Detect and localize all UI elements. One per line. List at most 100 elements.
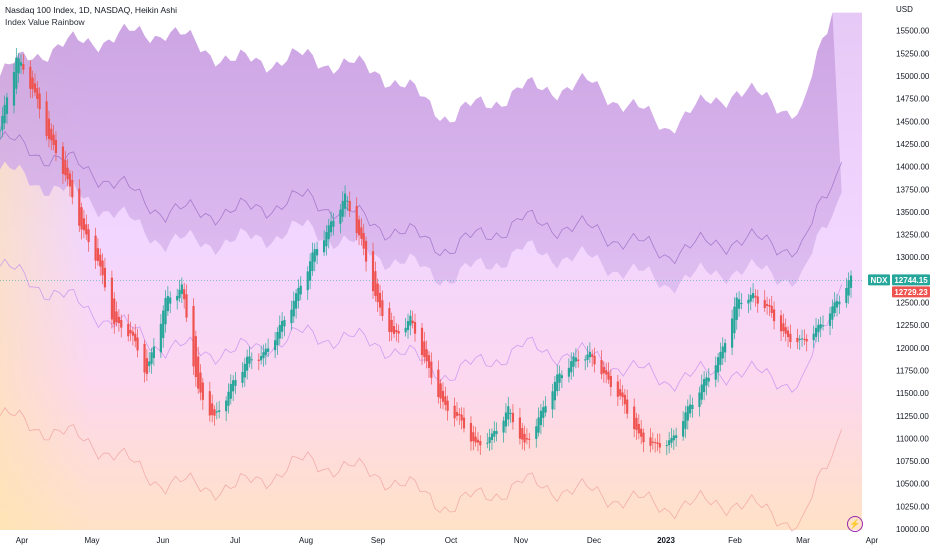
candle-body [772,309,776,322]
candle [178,279,181,302]
tradingview-lightning-icon[interactable]: ⚡ [847,516,863,532]
candle-body [577,359,580,362]
candle-body [71,179,74,198]
candle-body [85,224,88,235]
candle [409,310,412,336]
candle [586,345,589,368]
candle-body [110,277,114,320]
candle-body [218,410,221,412]
candle-body [535,426,538,439]
candle-body [225,400,228,412]
candle [479,435,482,455]
candle [295,288,298,319]
candle-body [68,173,72,187]
candle-body [649,437,652,446]
candle [784,318,787,342]
y-tick-label: 15000.00 [896,72,930,81]
candle-body [665,445,668,447]
candle [68,169,72,197]
candle-body [796,337,799,343]
candle [397,324,400,343]
candle-body [472,432,475,442]
candle-body [3,104,6,124]
candle-body [509,412,512,414]
axis-layer: USD 15500.00 15250.00 15000.00 14750.00 14500… [16,5,930,545]
y-tick-label: 14250.00 [896,140,930,149]
candle [572,352,575,377]
candle [315,241,319,265]
candle [134,324,137,348]
candle [553,376,557,410]
candle [523,425,526,451]
candle [267,338,270,358]
candle [176,288,179,310]
candle [201,377,204,410]
candle-body [819,324,822,329]
candle [472,425,475,451]
candle [619,379,622,400]
candle [719,342,722,372]
y-tick-label: 12250.00 [896,321,930,330]
candle-body [94,235,97,261]
candle [185,284,188,322]
candle [308,253,312,290]
candle-body [199,372,202,393]
candle-body [50,128,53,141]
y-tick-label: 14000.00 [896,163,930,172]
candle-body [341,200,344,217]
candle [180,277,183,304]
candle-body [735,297,738,320]
candle-body [143,343,146,373]
y-tick-label: 11500.00 [896,389,929,398]
candle-body [178,289,181,299]
candle [101,253,104,285]
candle-body [537,417,540,433]
candle [453,397,456,427]
candle-body [700,384,703,400]
candle [493,421,496,443]
candle [835,293,839,317]
candle-body [670,437,673,443]
candle-body [45,101,48,136]
candle-body [243,363,246,378]
candle-body [621,392,624,398]
candle-body [511,412,515,423]
candle [469,416,473,451]
candle [714,356,717,388]
candle [703,371,706,401]
candle-body [684,412,687,429]
y-tick-label: 14750.00 [896,95,930,104]
candle-body [474,436,477,443]
candle [248,346,251,368]
candle-body [721,346,724,359]
plot-area[interactable] [0,0,862,532]
candle [47,110,51,148]
candle-body [36,88,39,100]
candle [455,402,459,421]
candle-body [747,299,750,304]
candle-body [250,359,253,361]
candle [64,150,67,182]
y-tick-label: 12000.00 [896,344,930,353]
candle [828,307,832,336]
candle-body [835,301,839,308]
candle [376,278,379,312]
candle [54,131,58,162]
x-tick-label: Apr [866,536,879,545]
candle [423,331,426,364]
candle [311,242,314,276]
candle [148,352,151,373]
candle-body [257,359,260,361]
candle-body [784,327,787,334]
candle [556,364,559,397]
candle [183,282,186,309]
candle-body [831,306,834,320]
candle [544,396,547,417]
y-tick-label: 14500.00 [896,117,930,126]
candle [87,224,90,252]
candle-body [99,254,102,267]
candle [332,213,335,236]
candle [817,319,820,342]
candle-body [281,320,284,332]
